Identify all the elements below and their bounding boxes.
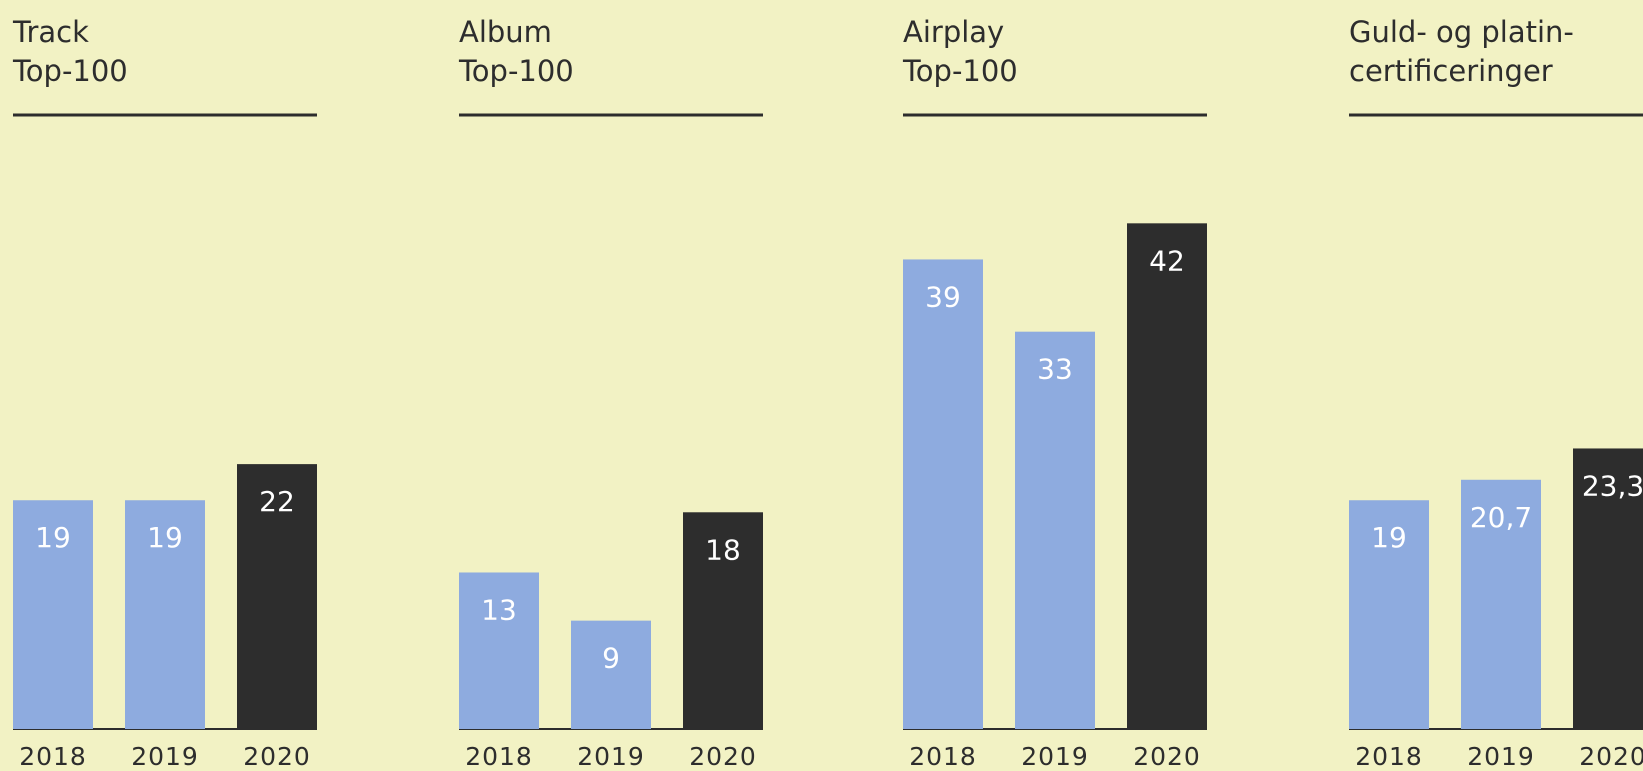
x-tick-label: 2019: [577, 742, 645, 771]
data-label: 39: [925, 280, 961, 313]
data-label: 20,7: [1470, 501, 1532, 534]
x-tick-label: 2020: [243, 742, 311, 771]
data-label: 33: [1037, 353, 1073, 386]
bar: [125, 500, 205, 729]
bar: [1127, 223, 1207, 729]
bar: [237, 464, 317, 729]
data-label: 42: [1149, 244, 1185, 277]
bar: [1349, 500, 1429, 729]
data-label: 19: [147, 521, 183, 554]
bar: [13, 500, 93, 729]
bar: [683, 512, 763, 729]
data-label: 22: [259, 485, 295, 518]
chart: Airplay Top-100 39 2018 33 2019 42 2020: [902, 15, 1207, 771]
bar: [1461, 479, 1541, 729]
chart-title: Top-100: [12, 54, 128, 88]
x-tick-label: 2019: [131, 742, 199, 771]
bar: [459, 572, 539, 729]
bar: [571, 620, 651, 729]
data-label: 19: [1371, 521, 1407, 554]
chart-title: Top-100: [902, 54, 1018, 88]
x-tick-label: 2020: [1133, 742, 1201, 771]
data-label: 13: [481, 593, 517, 626]
x-tick-label: 2018: [1355, 742, 1423, 771]
chart-title: certificeringer: [1349, 54, 1553, 88]
x-tick-label: 2018: [909, 742, 977, 771]
data-label: 9: [602, 642, 620, 675]
bar: [1015, 331, 1095, 729]
chart-title: Airplay: [903, 15, 1004, 49]
bar: [1573, 448, 1643, 729]
x-tick-label: 2019: [1021, 742, 1089, 771]
chart: Track Top-100 19 2018 19 2019 22 2020: [12, 15, 317, 771]
chart-title: Top-100: [458, 54, 574, 88]
x-tick-label: 2018: [19, 742, 87, 771]
x-tick-label: 2018: [465, 742, 533, 771]
chart-title: Album: [459, 15, 552, 49]
chart: Album Top-100 13 2018 9 2019 18 2020: [458, 15, 763, 771]
x-tick-label: 2020: [1579, 742, 1643, 771]
chart-title: Track: [12, 15, 89, 49]
chart-title: Guld- og platin-: [1349, 15, 1574, 49]
data-label: 18: [705, 533, 741, 566]
x-tick-label: 2019: [1467, 742, 1535, 771]
bar: [903, 259, 983, 729]
chart: Guld- og platin-certificeringer 19 2018 20,…: [1349, 15, 1643, 771]
data-label: 23,3: [1582, 469, 1643, 502]
x-tick-label: 2020: [689, 742, 757, 771]
data-label: 19: [35, 521, 71, 554]
